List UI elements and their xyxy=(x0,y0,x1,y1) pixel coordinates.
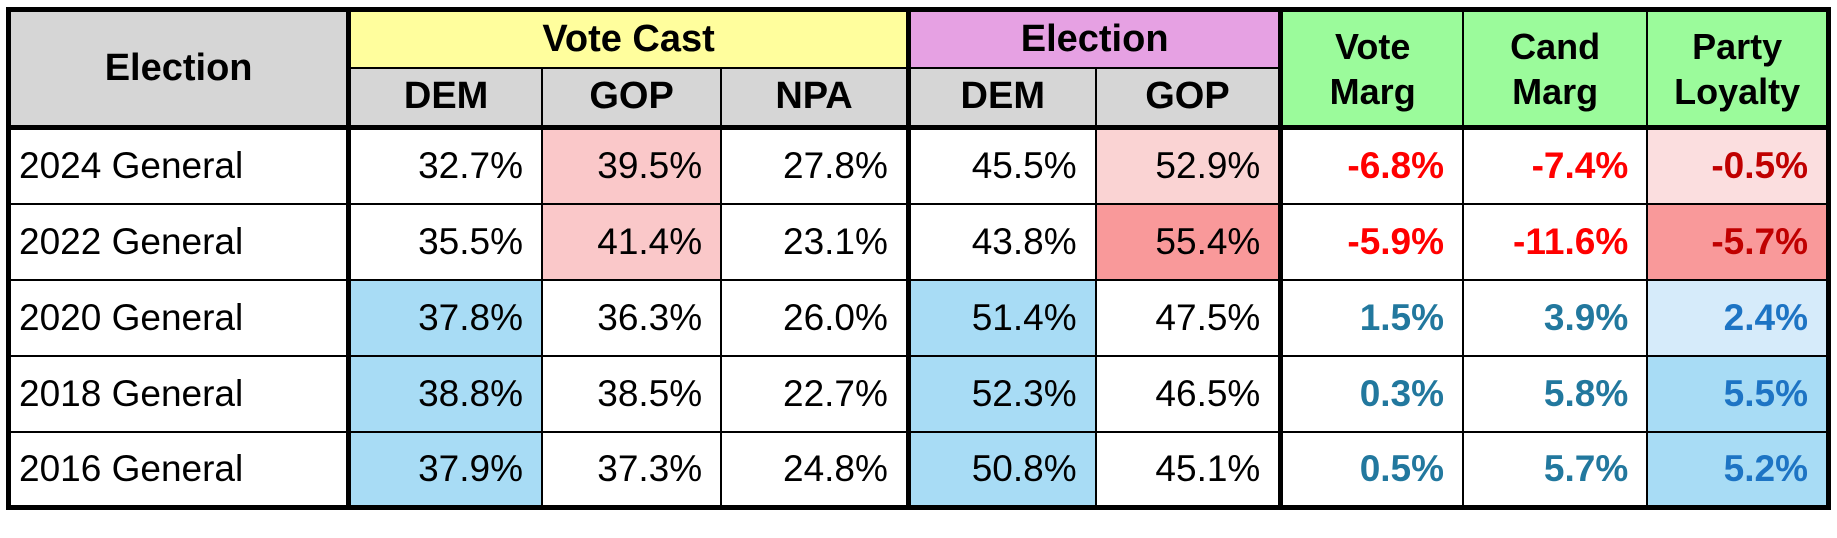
cell-cast-npa: 23.1% xyxy=(720,202,911,281)
cell-party-loyalty: -0.5% xyxy=(1646,126,1830,205)
row-label: 2024 General xyxy=(7,126,352,205)
cell-party-loyalty: -5.7% xyxy=(1646,202,1830,281)
row-label: 2020 General xyxy=(7,278,352,357)
cell-cast-npa: 22.7% xyxy=(720,354,911,433)
cell-party-loyalty: 5.5% xyxy=(1646,354,1830,433)
cell-cast-gop: 38.5% xyxy=(540,354,723,433)
col-header-party-loyalty-line2: Loyalty xyxy=(1674,70,1801,112)
col-header-cand-marg-line1: Cand xyxy=(1510,25,1601,67)
cell-vote-marg: 0.5% xyxy=(1279,430,1465,509)
cell-cand-marg: 3.9% xyxy=(1462,278,1649,357)
cell-cand-marg: 5.8% xyxy=(1462,354,1649,433)
col-header-cand-marg: Cand Marg xyxy=(1462,8,1649,130)
cell-elec-dem: 43.8% xyxy=(907,202,1097,281)
cell-cand-marg: -7.4% xyxy=(1462,126,1649,205)
row-label: 2022 General xyxy=(7,202,352,281)
col-header-vote-marg: Vote Marg xyxy=(1279,8,1465,130)
cell-elec-gop: 55.4% xyxy=(1094,202,1284,281)
cell-elec-gop: 45.1% xyxy=(1094,430,1284,509)
col-header-vote-marg-line2: Marg xyxy=(1329,70,1416,112)
cell-vote-marg: -5.9% xyxy=(1279,202,1465,281)
group-header-vote-cast: Vote Cast xyxy=(347,8,911,69)
cell-cand-marg: -11.6% xyxy=(1462,202,1649,281)
election-results-table: Election Vote Cast Election Vote Marg Can… xyxy=(6,7,1831,510)
cell-party-loyalty: 2.4% xyxy=(1646,278,1830,357)
cell-vote-marg: 0.3% xyxy=(1279,354,1465,433)
cell-cast-dem: 35.5% xyxy=(347,202,544,281)
cell-cast-npa: 24.8% xyxy=(720,430,911,509)
row-label: 2016 General xyxy=(7,430,352,509)
cell-vote-marg: -6.8% xyxy=(1279,126,1465,205)
col-header-cand-marg-line2: Marg xyxy=(1512,70,1599,112)
cell-cast-dem: 32.7% xyxy=(347,126,544,205)
group-header-election: Election xyxy=(907,8,1284,69)
col-header-election: Election xyxy=(7,8,352,130)
col-header-party-loyalty-line1: Party xyxy=(1692,25,1783,67)
table-row-2022-general: 2022 General 35.5% 41.4% 23.1% 43.8% 55.… xyxy=(7,202,1830,281)
col-header-cast-gop: GOP xyxy=(540,66,723,130)
cell-cast-gop: 37.3% xyxy=(540,430,723,509)
table-row-2016-general: 2016 General 37.9% 37.3% 24.8% 50.8% 45.… xyxy=(7,430,1830,509)
cell-cast-gop: 41.4% xyxy=(540,202,723,281)
cell-elec-gop: 46.5% xyxy=(1094,354,1284,433)
cell-cast-dem: 37.8% xyxy=(347,278,544,357)
cell-elec-dem: 52.3% xyxy=(907,354,1097,433)
cell-elec-dem: 51.4% xyxy=(907,278,1097,357)
cell-cast-gop: 39.5% xyxy=(540,126,723,205)
cell-cast-npa: 26.0% xyxy=(720,278,911,357)
row-label: 2018 General xyxy=(7,354,352,433)
table-row-2020-general: 2020 General 37.8% 36.3% 26.0% 51.4% 47.… xyxy=(7,278,1830,357)
cell-elec-dem: 45.5% xyxy=(907,126,1097,205)
col-header-elec-dem: DEM xyxy=(907,66,1097,130)
table-row-2024-general: 2024 General 32.7% 39.5% 27.8% 45.5% 52.… xyxy=(7,126,1830,205)
col-header-cast-npa: NPA xyxy=(720,66,911,130)
cell-elec-dem: 50.8% xyxy=(907,430,1097,509)
cell-elec-gop: 52.9% xyxy=(1094,126,1284,205)
table-row-2018-general: 2018 General 38.8% 38.5% 22.7% 52.3% 46.… xyxy=(7,354,1830,433)
col-header-party-loyalty: Party Loyalty xyxy=(1646,8,1830,130)
cell-vote-marg: 1.5% xyxy=(1279,278,1465,357)
cell-cast-dem: 38.8% xyxy=(347,354,544,433)
cell-party-loyalty: 5.2% xyxy=(1646,430,1830,509)
col-header-cast-dem: DEM xyxy=(347,66,544,130)
col-header-vote-marg-line1: Vote xyxy=(1335,25,1411,67)
election-results-table-container: Election Vote Cast Election Vote Marg Can… xyxy=(6,7,1831,510)
cell-cand-marg: 5.7% xyxy=(1462,430,1649,509)
cell-elec-gop: 47.5% xyxy=(1094,278,1284,357)
col-header-elec-gop: GOP xyxy=(1094,66,1284,130)
cell-cast-dem: 37.9% xyxy=(347,430,544,509)
cell-cast-npa: 27.8% xyxy=(720,126,911,205)
cell-cast-gop: 36.3% xyxy=(540,278,723,357)
